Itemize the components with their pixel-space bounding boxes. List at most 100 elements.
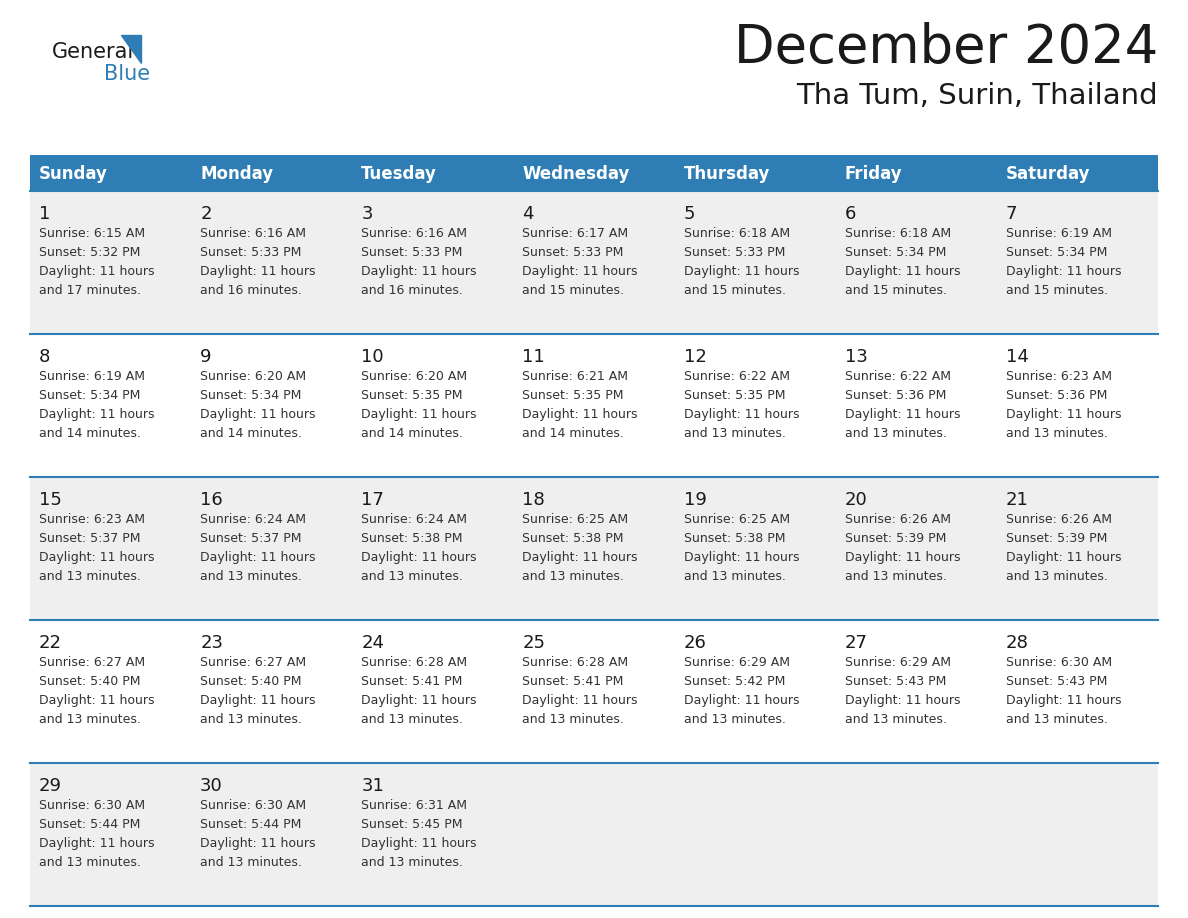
Text: 31: 31: [361, 777, 384, 795]
Text: Sunrise: 6:22 AM: Sunrise: 6:22 AM: [845, 370, 950, 383]
Text: Sunset: 5:34 PM: Sunset: 5:34 PM: [1006, 246, 1107, 259]
Text: and 13 minutes.: and 13 minutes.: [200, 713, 302, 726]
Text: Sunset: 5:38 PM: Sunset: 5:38 PM: [523, 532, 624, 545]
Text: Sunrise: 6:26 AM: Sunrise: 6:26 AM: [1006, 513, 1112, 526]
Text: Daylight: 11 hours: Daylight: 11 hours: [200, 551, 316, 564]
Text: and 15 minutes.: and 15 minutes.: [845, 284, 947, 297]
Text: Daylight: 11 hours: Daylight: 11 hours: [683, 694, 800, 707]
Text: Sunday: Sunday: [39, 165, 108, 183]
Text: Daylight: 11 hours: Daylight: 11 hours: [845, 551, 960, 564]
Text: and 13 minutes.: and 13 minutes.: [845, 713, 947, 726]
Text: and 13 minutes.: and 13 minutes.: [39, 856, 141, 869]
Text: Sunset: 5:40 PM: Sunset: 5:40 PM: [39, 675, 140, 688]
Text: Daylight: 11 hours: Daylight: 11 hours: [683, 408, 800, 421]
Text: and 13 minutes.: and 13 minutes.: [845, 427, 947, 440]
Text: Sunrise: 6:23 AM: Sunrise: 6:23 AM: [1006, 370, 1112, 383]
Text: 10: 10: [361, 348, 384, 366]
Text: Sunrise: 6:20 AM: Sunrise: 6:20 AM: [361, 370, 467, 383]
Text: Sunrise: 6:16 AM: Sunrise: 6:16 AM: [361, 227, 467, 240]
Text: Daylight: 11 hours: Daylight: 11 hours: [1006, 408, 1121, 421]
Text: and 16 minutes.: and 16 minutes.: [361, 284, 463, 297]
Text: Daylight: 11 hours: Daylight: 11 hours: [39, 408, 154, 421]
Text: Daylight: 11 hours: Daylight: 11 hours: [39, 694, 154, 707]
Text: Sunset: 5:33 PM: Sunset: 5:33 PM: [683, 246, 785, 259]
Text: 19: 19: [683, 491, 707, 509]
Text: Sunrise: 6:30 AM: Sunrise: 6:30 AM: [200, 799, 307, 812]
Text: and 15 minutes.: and 15 minutes.: [683, 284, 785, 297]
Text: Sunrise: 6:30 AM: Sunrise: 6:30 AM: [1006, 656, 1112, 669]
Text: Sunrise: 6:26 AM: Sunrise: 6:26 AM: [845, 513, 950, 526]
Text: Daylight: 11 hours: Daylight: 11 hours: [361, 551, 476, 564]
Text: Blue: Blue: [105, 64, 150, 84]
Text: and 13 minutes.: and 13 minutes.: [683, 570, 785, 583]
Text: Daylight: 11 hours: Daylight: 11 hours: [39, 551, 154, 564]
Text: Sunrise: 6:23 AM: Sunrise: 6:23 AM: [39, 513, 145, 526]
Text: Sunrise: 6:18 AM: Sunrise: 6:18 AM: [683, 227, 790, 240]
Text: Daylight: 11 hours: Daylight: 11 hours: [361, 408, 476, 421]
Text: Sunset: 5:38 PM: Sunset: 5:38 PM: [683, 532, 785, 545]
Text: 5: 5: [683, 205, 695, 223]
Text: Sunset: 5:35 PM: Sunset: 5:35 PM: [361, 389, 463, 402]
Text: and 14 minutes.: and 14 minutes.: [39, 427, 141, 440]
Text: Sunset: 5:35 PM: Sunset: 5:35 PM: [683, 389, 785, 402]
Text: Daylight: 11 hours: Daylight: 11 hours: [523, 265, 638, 278]
Text: and 13 minutes.: and 13 minutes.: [200, 856, 302, 869]
Bar: [30, 620, 1158, 763]
Text: Sunrise: 6:29 AM: Sunrise: 6:29 AM: [683, 656, 790, 669]
Text: Sunrise: 6:17 AM: Sunrise: 6:17 AM: [523, 227, 628, 240]
Text: Daylight: 11 hours: Daylight: 11 hours: [845, 408, 960, 421]
Text: and 13 minutes.: and 13 minutes.: [1006, 570, 1107, 583]
Text: and 13 minutes.: and 13 minutes.: [1006, 427, 1107, 440]
Text: Daylight: 11 hours: Daylight: 11 hours: [200, 694, 316, 707]
Text: Daylight: 11 hours: Daylight: 11 hours: [361, 694, 476, 707]
Text: 23: 23: [200, 634, 223, 652]
Polygon shape: [121, 35, 141, 63]
Text: and 13 minutes.: and 13 minutes.: [361, 856, 463, 869]
Text: and 13 minutes.: and 13 minutes.: [683, 713, 785, 726]
Text: 6: 6: [845, 205, 857, 223]
Text: Sunrise: 6:25 AM: Sunrise: 6:25 AM: [683, 513, 790, 526]
Text: and 14 minutes.: and 14 minutes.: [200, 427, 302, 440]
Text: 18: 18: [523, 491, 545, 509]
Text: Sunset: 5:41 PM: Sunset: 5:41 PM: [361, 675, 462, 688]
Text: 3: 3: [361, 205, 373, 223]
Bar: [30, 191, 1158, 334]
Text: Daylight: 11 hours: Daylight: 11 hours: [1006, 265, 1121, 278]
Text: Sunrise: 6:19 AM: Sunrise: 6:19 AM: [1006, 227, 1112, 240]
Text: Sunset: 5:45 PM: Sunset: 5:45 PM: [361, 818, 463, 831]
Text: and 17 minutes.: and 17 minutes.: [39, 284, 141, 297]
Text: and 13 minutes.: and 13 minutes.: [361, 713, 463, 726]
Text: Daylight: 11 hours: Daylight: 11 hours: [1006, 694, 1121, 707]
Text: Sunset: 5:39 PM: Sunset: 5:39 PM: [845, 532, 946, 545]
Text: and 14 minutes.: and 14 minutes.: [361, 427, 463, 440]
Text: 12: 12: [683, 348, 707, 366]
Text: Sunset: 5:34 PM: Sunset: 5:34 PM: [845, 246, 946, 259]
Text: Daylight: 11 hours: Daylight: 11 hours: [523, 408, 638, 421]
Text: and 13 minutes.: and 13 minutes.: [200, 570, 302, 583]
Text: 30: 30: [200, 777, 223, 795]
Text: Saturday: Saturday: [1006, 165, 1091, 183]
Text: and 13 minutes.: and 13 minutes.: [845, 570, 947, 583]
Text: 17: 17: [361, 491, 384, 509]
Text: Sunrise: 6:24 AM: Sunrise: 6:24 AM: [361, 513, 467, 526]
Text: and 13 minutes.: and 13 minutes.: [523, 713, 625, 726]
Text: Sunset: 5:37 PM: Sunset: 5:37 PM: [200, 532, 302, 545]
Text: 20: 20: [845, 491, 867, 509]
Text: Sunrise: 6:16 AM: Sunrise: 6:16 AM: [200, 227, 307, 240]
Text: Sunrise: 6:24 AM: Sunrise: 6:24 AM: [200, 513, 307, 526]
Text: 21: 21: [1006, 491, 1029, 509]
Text: Daylight: 11 hours: Daylight: 11 hours: [845, 265, 960, 278]
Text: Sunset: 5:38 PM: Sunset: 5:38 PM: [361, 532, 463, 545]
Text: 4: 4: [523, 205, 533, 223]
Text: Daylight: 11 hours: Daylight: 11 hours: [361, 265, 476, 278]
Text: and 13 minutes.: and 13 minutes.: [683, 427, 785, 440]
Text: Daylight: 11 hours: Daylight: 11 hours: [200, 408, 316, 421]
Text: and 13 minutes.: and 13 minutes.: [39, 570, 141, 583]
Text: 28: 28: [1006, 634, 1029, 652]
Text: Daylight: 11 hours: Daylight: 11 hours: [523, 551, 638, 564]
Text: Daylight: 11 hours: Daylight: 11 hours: [683, 551, 800, 564]
Text: Sunrise: 6:25 AM: Sunrise: 6:25 AM: [523, 513, 628, 526]
Text: Monday: Monday: [200, 165, 273, 183]
Text: Sunrise: 6:30 AM: Sunrise: 6:30 AM: [39, 799, 145, 812]
Text: and 14 minutes.: and 14 minutes.: [523, 427, 625, 440]
